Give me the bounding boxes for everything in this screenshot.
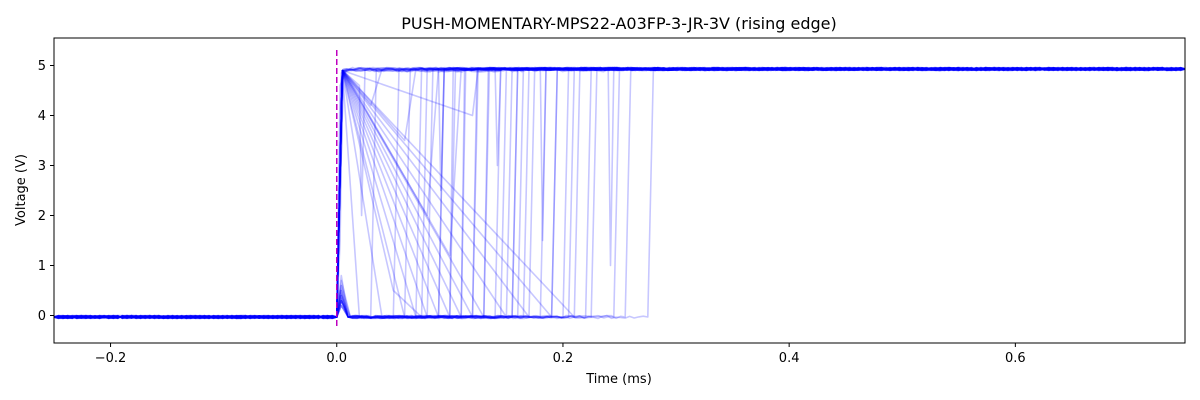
trace-line xyxy=(54,66,1185,320)
trace-line xyxy=(54,66,1185,320)
trace-line xyxy=(54,66,1185,320)
trace-line xyxy=(54,66,1185,320)
trace-line xyxy=(54,66,1185,320)
x-tick-label: 0.4 xyxy=(779,351,800,366)
y-tick-label: 0 xyxy=(38,309,46,324)
trace-line xyxy=(54,66,1185,320)
trace-line xyxy=(54,66,1185,320)
trace-line xyxy=(54,66,1185,320)
trace-line xyxy=(54,66,1185,320)
trace-line xyxy=(54,66,1185,320)
trace-line xyxy=(54,66,1185,320)
x-tick-label: −0.2 xyxy=(95,351,127,366)
y-axis: 0 1 2 3 4 5 xyxy=(38,59,54,324)
trace-line xyxy=(54,66,1185,320)
x-axis-label: Time (ms) xyxy=(585,372,652,387)
trace-line xyxy=(54,66,1185,320)
x-tick-label: 0.6 xyxy=(1005,351,1026,366)
trace-line xyxy=(54,66,1185,320)
trace-line xyxy=(54,66,1185,320)
trace-line xyxy=(54,66,1185,320)
x-axis: −0.2 0.0 0.2 0.4 0.6 xyxy=(95,343,1026,366)
plot-frame xyxy=(53,37,1186,344)
trace-line xyxy=(54,66,1185,320)
x-tick-label: 0.2 xyxy=(553,351,574,366)
trace-line xyxy=(54,66,1185,320)
trace-line xyxy=(54,66,1185,320)
trace-line xyxy=(54,66,1185,320)
y-tick-label: 4 xyxy=(38,109,46,124)
trace-line xyxy=(54,66,1185,320)
trace-line xyxy=(54,66,1185,320)
trace-line xyxy=(54,66,1185,320)
trace-line xyxy=(54,66,1185,320)
trace-line xyxy=(54,66,1185,320)
trace-line xyxy=(54,66,1185,320)
trace-line xyxy=(54,66,1185,320)
trace-line xyxy=(54,66,1185,320)
y-tick-label: 2 xyxy=(38,209,46,224)
trace-line xyxy=(54,66,1185,320)
trace-line xyxy=(54,66,1185,320)
y-axis-label: Voltage (V) xyxy=(14,154,29,226)
trace-line xyxy=(54,66,1185,320)
trace-line xyxy=(54,66,1185,320)
trace-line xyxy=(54,66,1185,320)
trace-line xyxy=(54,66,1185,320)
trace-line xyxy=(54,66,1185,320)
trace-line xyxy=(54,66,1185,320)
trace-group xyxy=(54,66,1185,320)
trace-line xyxy=(54,66,1185,320)
trace-line xyxy=(54,66,1185,320)
trace-line xyxy=(54,66,1185,320)
y-tick-label: 1 xyxy=(38,259,46,274)
trace-line xyxy=(54,66,1185,320)
x-tick-label: 0.0 xyxy=(326,351,347,366)
trace-line xyxy=(54,66,1185,320)
y-tick-label: 3 xyxy=(38,159,46,174)
trace-line xyxy=(54,66,1185,320)
trace-line xyxy=(54,66,1185,320)
trace-line xyxy=(54,66,1185,320)
trace-line xyxy=(54,66,1185,320)
trace-line xyxy=(54,66,1185,320)
trace-line xyxy=(54,66,1185,320)
trace-line xyxy=(54,66,1185,320)
y-tick-label: 5 xyxy=(38,59,46,74)
trace-line xyxy=(54,66,1185,320)
trace-line xyxy=(54,66,1185,320)
chart-title: PUSH-MOMENTARY-MPS22-A03FP-3-JR-3V (risi… xyxy=(401,14,836,33)
